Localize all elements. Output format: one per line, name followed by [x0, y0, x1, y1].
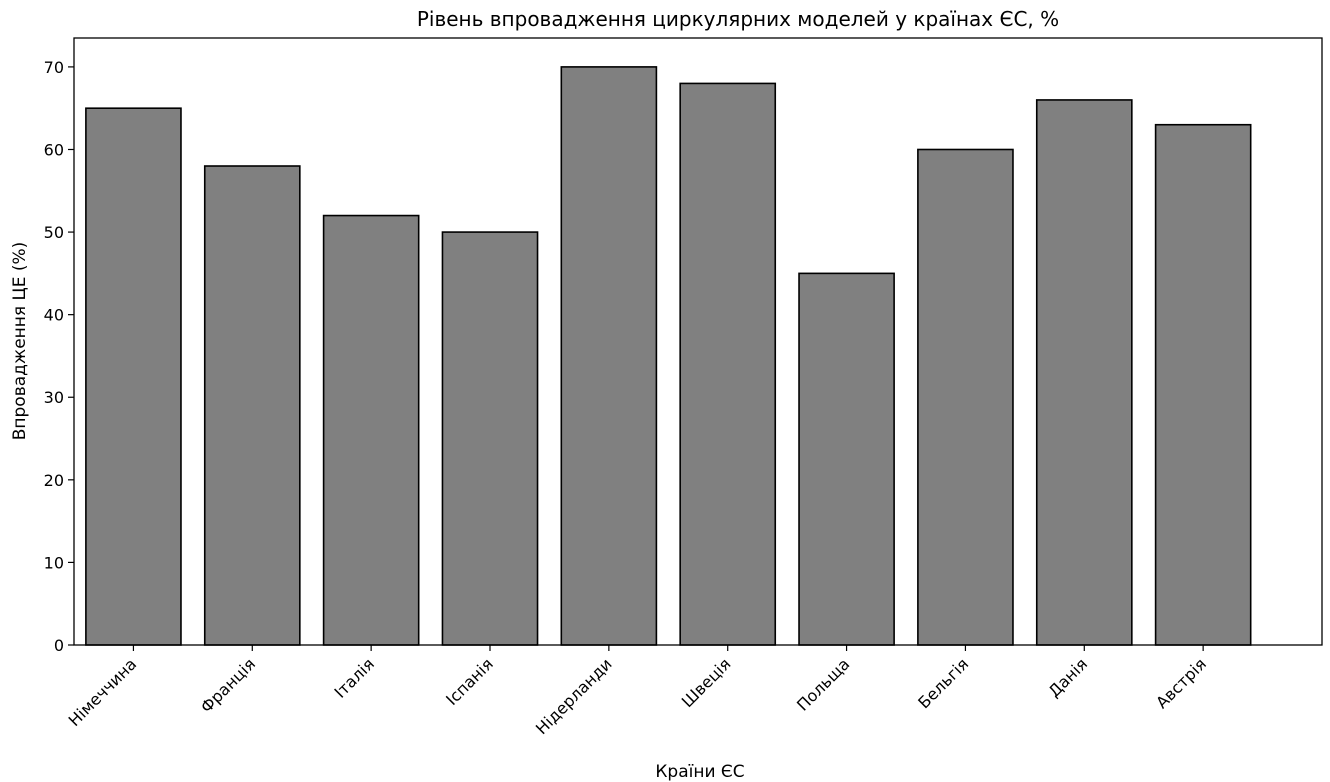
chart-title: Рівень впровадження циркулярних моделей … — [417, 7, 1059, 31]
y-tick-label: 30 — [44, 388, 64, 407]
x-tick-label: Бельгія — [914, 654, 972, 712]
x-tick-label: Австрія — [1152, 654, 1210, 712]
x-tick-label: Данія — [1045, 654, 1092, 701]
bar — [798, 272, 895, 646]
bar — [679, 82, 777, 646]
bar — [322, 214, 420, 646]
x-axis: Німеччина Франція Італія Іспанія Нідерланди Ш… — [65, 645, 1210, 738]
y-tick-label: 70 — [44, 58, 64, 77]
x-tick-label: Італія — [330, 654, 377, 701]
y-tick-label: 20 — [44, 471, 64, 490]
bar — [1154, 123, 1252, 646]
bar — [917, 148, 1014, 646]
y-axis: 0 10 20 30 40 50 60 70 — [44, 58, 74, 655]
x-axis-label: Країни ЄС — [655, 762, 744, 782]
y-tick-label: 0 — [54, 636, 64, 655]
y-axis-label: Впровадження ЦЕ (%) — [10, 242, 30, 441]
plot-frame — [73, 37, 1323, 646]
x-tick-label: Нідерланди — [532, 654, 616, 738]
bar — [441, 231, 539, 646]
x-tick-label: Німеччина — [65, 654, 141, 730]
bar — [1035, 99, 1133, 646]
y-tick-label: 10 — [44, 553, 64, 572]
bar — [85, 107, 182, 646]
bar — [560, 66, 658, 646]
bar — [203, 165, 301, 646]
x-tick-label: Швеція — [678, 654, 735, 711]
x-tick-label: Польща — [793, 654, 853, 714]
y-tick-label: 50 — [44, 223, 64, 242]
y-tick-label: 40 — [44, 306, 64, 325]
x-tick-label: Іспанія — [442, 654, 497, 709]
x-tick-label: Франція — [197, 654, 259, 716]
bars-group — [85, 66, 1252, 646]
y-tick-label: 60 — [44, 140, 64, 159]
